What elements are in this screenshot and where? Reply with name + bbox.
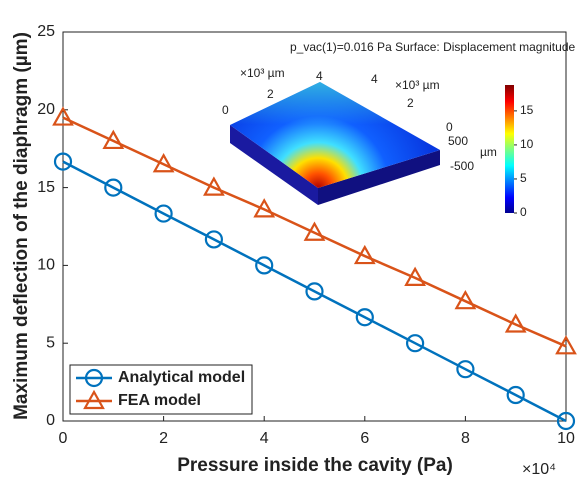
inset-y-tick: 4: [371, 72, 378, 86]
colorbar-tick-label: 5: [520, 171, 527, 185]
chart: p_vac(1)=0.016 Pa Surface: Displacement …: [0, 0, 577, 483]
y-tick-label: 10: [37, 257, 55, 274]
inset-z-unit: µm: [480, 145, 497, 159]
colorbar-tick-label: 10: [520, 137, 534, 151]
y-tick-label: 5: [46, 334, 55, 351]
legend-label: Analytical model: [118, 369, 245, 386]
y-tick-label: 20: [37, 101, 55, 118]
inset-y-tick: 2: [407, 96, 414, 110]
colorbar: [505, 85, 514, 213]
colorbar-tick-label: 0: [520, 205, 527, 219]
inset-z-tick: 500: [448, 134, 468, 148]
inset-x-tick: 0: [222, 103, 229, 117]
x-tick-label: 4: [260, 430, 269, 447]
x-multiplier: ×10⁴: [522, 461, 556, 478]
colorbar-tick-label: 15: [520, 103, 534, 117]
y-tick-label: 25: [37, 23, 55, 40]
x-axis-label: Pressure inside the cavity (Pa): [177, 455, 453, 476]
y-tick-label: 0: [46, 412, 55, 429]
y-axis-label: Maximum deflection of the diaphragm (µm): [11, 32, 32, 420]
x-tick-label: 6: [360, 430, 369, 447]
inset-x-unit: ×10³ µm: [240, 66, 285, 80]
x-tick-label: 10: [557, 430, 575, 447]
inset-x-tick: 4: [316, 69, 323, 83]
inset-y-unit: ×10³ µm: [395, 78, 440, 92]
y-tick-label: 15: [37, 179, 55, 196]
inset-title: p_vac(1)=0.016 Pa Surface: Displacement …: [290, 40, 577, 54]
legend-label: FEA model: [118, 392, 201, 409]
x-tick-label: 2: [159, 430, 168, 447]
inset-y-tick: 0: [446, 120, 453, 134]
inset-x-tick: 2: [267, 87, 274, 101]
inset-z-tick: -500: [450, 159, 474, 173]
x-tick-label: 8: [461, 430, 470, 447]
x-tick-label: 0: [59, 430, 68, 447]
